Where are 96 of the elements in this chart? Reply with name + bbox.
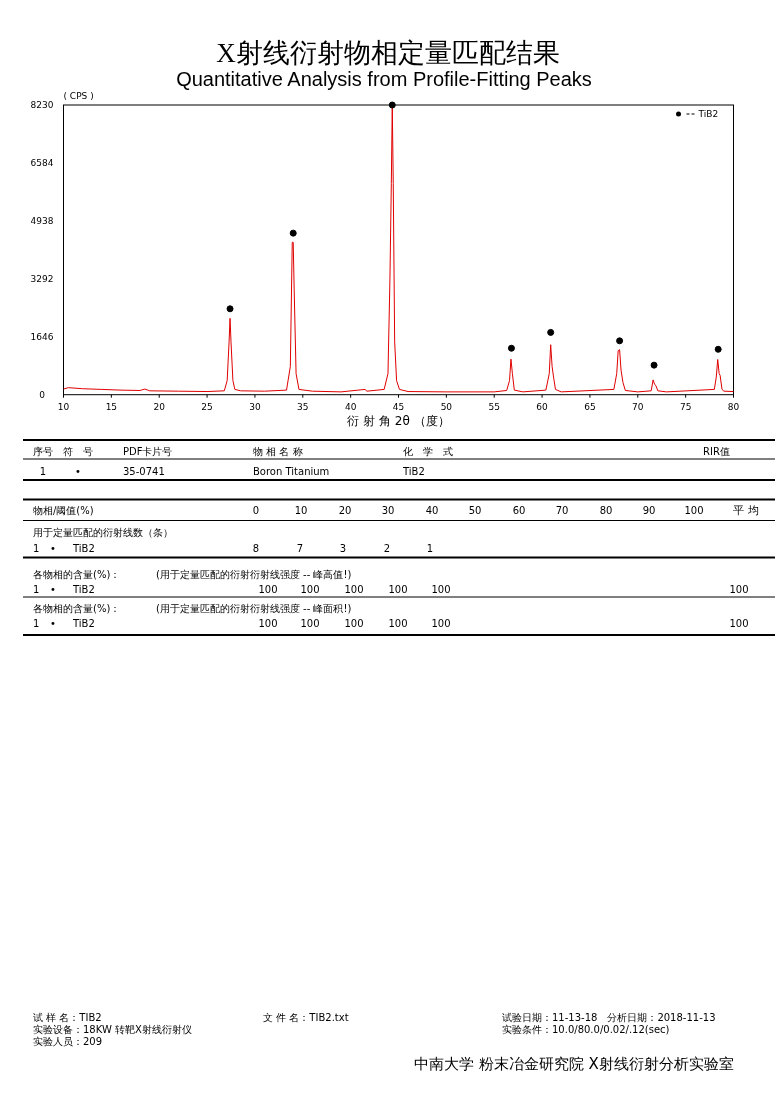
text: 35-0741 [123, 466, 165, 477]
text: (用于定量匹配的衍射衍射线强度 -- 峰面积!) [156, 603, 352, 614]
x-axis-title: 衍 射 角 2θ （度） [347, 413, 450, 428]
text: • [50, 584, 56, 595]
text: 10 [294, 505, 308, 516]
text: 100 [300, 584, 320, 595]
text: Boron Titanium [253, 466, 330, 477]
text: 100 [729, 584, 749, 595]
text: 30 [381, 505, 395, 516]
point [507, 344, 515, 352]
point [388, 101, 396, 109]
text: 中南大学 粉末冶金研究院 X射线衍射分析实验室 [414, 1055, 734, 1073]
text: TiB2 [72, 584, 95, 595]
y-tick-label: 4938 [30, 215, 54, 226]
text: 1 [426, 543, 434, 554]
text: 文 件 名：TIB2.txt [263, 1012, 349, 1023]
x-tick-label: 40 [344, 401, 357, 412]
x-tick-label: 70 [632, 401, 644, 412]
point [650, 361, 658, 369]
text: 平 均 [733, 504, 759, 517]
text: 100 [684, 505, 704, 516]
x-tick-label: 20 [153, 401, 166, 412]
text: 实验人员：209 [33, 1036, 103, 1047]
text: 100 [388, 584, 408, 595]
text: • [75, 466, 81, 477]
text: 实验条件：10.0/80.0/0.02/.12(sec) [502, 1024, 670, 1035]
chart-subtitle: Quantitative Analysis from Profile-Fitting Peaks [176, 68, 592, 90]
text: 70 [555, 505, 569, 516]
text: 各物相的含量(%)： [33, 603, 121, 614]
chart-title: X射线衍射物相定量匹配结果 [216, 38, 560, 68]
x-tick-label: 35 [297, 401, 309, 412]
text: 1 [33, 618, 40, 629]
text: • [50, 543, 56, 554]
x-tick-label: 80 [727, 401, 740, 412]
text: 40 [425, 505, 439, 516]
point [714, 345, 722, 353]
text: • [50, 618, 56, 629]
x-tick-label: 10 [57, 401, 70, 412]
text: 符 号 [63, 446, 93, 457]
text: TiB2 [72, 618, 95, 629]
legend-label: TiB2 [697, 109, 719, 119]
text: 化 学 式 [403, 446, 453, 457]
point [547, 328, 555, 336]
text: 试 样 名：TIB2 [33, 1012, 102, 1023]
text: (用于定量匹配的衍射衍射线强度 -- 峰高值!) [156, 569, 352, 580]
x-tick-label: 55 [488, 401, 500, 412]
y-tick-label: 6584 [30, 157, 54, 168]
y-tick-label: 0 [39, 389, 46, 400]
text: 用于定量匹配的衍射线数（条） [33, 527, 173, 538]
x-tick-label: 45 [392, 401, 405, 412]
text: 100 [258, 618, 278, 629]
text: 20 [338, 505, 352, 516]
text: PDF卡片号 [123, 446, 173, 457]
x-tick-label: 65 [584, 401, 596, 412]
point [289, 229, 297, 237]
text: 100 [729, 618, 749, 629]
text: 100 [431, 584, 451, 595]
y-tick-label: 1646 [30, 331, 54, 342]
text: 物 相 名 称 [253, 446, 303, 457]
text: TiB2 [402, 466, 425, 477]
text: 50 [468, 505, 482, 516]
y-tick-label: 3292 [30, 273, 54, 284]
text: 100 [300, 618, 320, 629]
text: 100 [431, 618, 451, 629]
text: 0 [252, 505, 260, 516]
text: 60 [512, 505, 526, 516]
text: 试验日期：11-13-18 分析日期：2018-11-13 [502, 1012, 716, 1023]
x-tick-label: 25 [201, 401, 213, 412]
x-tick-label: 50 [440, 401, 453, 412]
text: 100 [388, 618, 408, 629]
text: TiB2 [72, 543, 95, 554]
text: 3 [339, 543, 347, 554]
text: 80 [599, 505, 613, 516]
text: 7 [296, 543, 304, 554]
x-tick-label: 15 [105, 401, 118, 412]
x-tick-label: 75 [679, 401, 692, 412]
y-tick-label: 8230 [30, 100, 54, 110]
x-tick-label: 60 [536, 401, 549, 412]
point [226, 305, 234, 313]
text: 8 [252, 543, 260, 554]
y-axis-title: ( CPS ) [63, 91, 94, 101]
text: 实验设备：18KW 转靶X射线衍射仪 [33, 1024, 192, 1035]
text: 100 [258, 584, 278, 595]
text: 1 [39, 466, 47, 477]
text: 90 [642, 505, 656, 516]
text: 100 [344, 618, 364, 629]
text: RIR值 [703, 446, 730, 457]
text: 序号 [33, 446, 53, 457]
x-tick-label: 30 [249, 401, 261, 412]
text: 1 [33, 543, 40, 554]
text: 物相/阈值(%) [33, 505, 94, 516]
point [616, 337, 624, 345]
text: 100 [344, 584, 364, 595]
text: 各物相的含量(%)： [33, 569, 121, 580]
text: 2 [383, 543, 391, 554]
text: 1 [33, 584, 40, 595]
